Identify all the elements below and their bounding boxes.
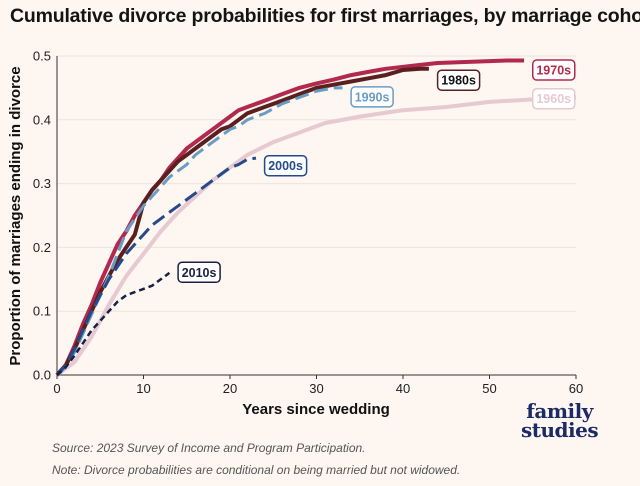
series-line-2010s bbox=[56, 271, 171, 376]
chart-title: Cumulative divorce probabilities for fir… bbox=[10, 5, 640, 27]
y-tick-label: 0.4 bbox=[33, 112, 51, 127]
x-tick-label: 30 bbox=[309, 381, 323, 396]
footnote: Note: Divorce probabilities are conditio… bbox=[52, 463, 461, 477]
series-label-text: 1980s bbox=[441, 74, 476, 88]
x-tick-label: 0 bbox=[53, 381, 60, 396]
series-lines bbox=[55, 58, 577, 377]
x-tick-label: 10 bbox=[136, 381, 150, 396]
x-tick-label: 60 bbox=[569, 381, 583, 396]
series-label-1980s: 1980s bbox=[436, 69, 481, 91]
series-line-2000s bbox=[55, 156, 257, 377]
series-line-1970s bbox=[55, 58, 525, 377]
y-axis-label: Proportion of marriages ending in divorc… bbox=[7, 66, 24, 365]
series-label-box bbox=[177, 261, 221, 284]
family-studies-logo: family studies bbox=[521, 399, 599, 442]
axes: 0.0 0.1 0.2 0.3 0.4 0.5 0 10 20 30 40 50 60 bbox=[33, 49, 583, 397]
series-label-1970s: 1970s bbox=[532, 59, 576, 81]
series-label-text: 1960s bbox=[536, 92, 571, 106]
x-tick-label: 40 bbox=[396, 381, 410, 396]
y-tick-label: 0.3 bbox=[33, 176, 51, 191]
x-tick-label: 50 bbox=[482, 381, 496, 396]
y-tick-label: 0.0 bbox=[33, 368, 51, 383]
series-label-box bbox=[350, 86, 394, 108]
y-tick-label: 0.2 bbox=[33, 240, 51, 255]
logo-line-1: family bbox=[526, 399, 593, 423]
series-label-box bbox=[263, 154, 308, 177]
series-label-1990s: 1990s bbox=[350, 86, 394, 108]
series-label-text: 1990s bbox=[355, 90, 390, 104]
series-label-text: 2000s bbox=[268, 159, 303, 173]
series-label-2010s: 2010s bbox=[177, 261, 221, 284]
source-note: Source: 2023 Survey of Income and Progra… bbox=[52, 441, 366, 455]
logo-line-2: studies bbox=[521, 418, 599, 442]
series-label-box bbox=[532, 59, 576, 81]
x-axis-label: Years since wedding bbox=[242, 401, 390, 418]
series-label-text: 2010s bbox=[182, 266, 217, 280]
series-label-text: 1970s bbox=[536, 64, 571, 78]
series-label-2000s: 2000s bbox=[263, 154, 308, 177]
series-label-box bbox=[532, 87, 576, 110]
gridlines bbox=[57, 55, 576, 312]
series-label-1960s: 1960s bbox=[532, 87, 576, 110]
series-label-box bbox=[436, 69, 481, 91]
y-tick-label: 0.1 bbox=[33, 304, 51, 319]
series-labels: 1970s 1980s 1960s 1990s 2000s 2010s bbox=[177, 59, 576, 284]
y-tick-label: 0.5 bbox=[33, 49, 51, 64]
x-tick-label: 20 bbox=[223, 381, 237, 396]
series-line-1960s bbox=[55, 95, 577, 377]
